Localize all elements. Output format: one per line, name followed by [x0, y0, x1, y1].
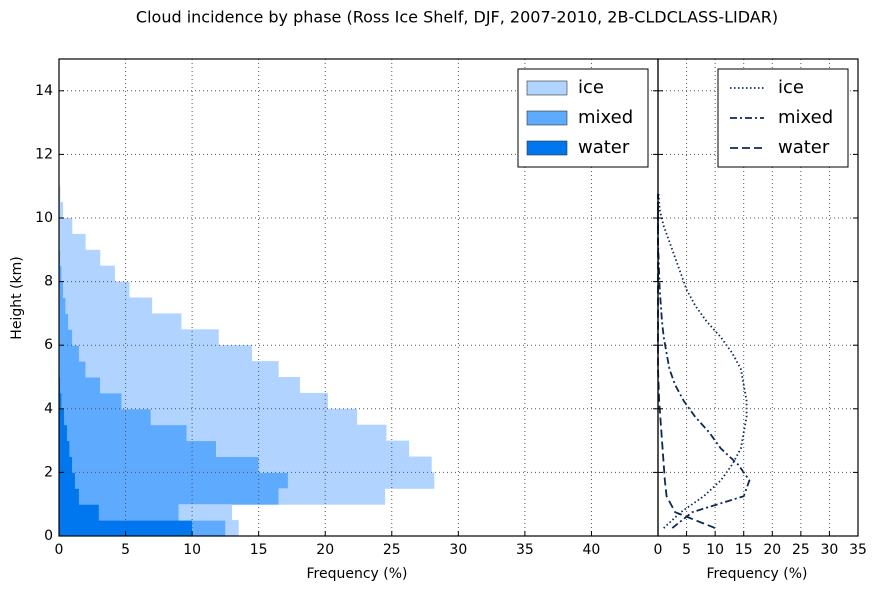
- area-step: [74, 472, 288, 489]
- x-tick-label: 15: [250, 542, 268, 558]
- area-step: [64, 408, 151, 426]
- x-tick-label: 25: [792, 542, 810, 558]
- area-step: [59, 440, 70, 457]
- area-step: [178, 504, 233, 521]
- x-tick-label: 10: [706, 542, 724, 558]
- area-step: [59, 233, 86, 251]
- x-tick-label: 35: [516, 542, 534, 558]
- legend-box: [717, 68, 849, 168]
- area-step: [72, 329, 219, 346]
- area-step: [225, 520, 239, 537]
- chart-title: Cloud incidence by phase (Ross Ice Shelf…: [136, 8, 778, 27]
- x-tick-label: 0: [55, 542, 64, 558]
- area-step: [59, 281, 63, 298]
- legend-label: mixed: [578, 107, 633, 128]
- profile-line: [657, 194, 751, 529]
- area-step: [68, 313, 182, 330]
- area-step: [59, 218, 73, 235]
- area-step: [60, 377, 101, 394]
- area-step: [59, 202, 63, 219]
- area-step: [287, 472, 435, 489]
- area-step: [216, 440, 410, 457]
- legend-swatch: [526, 140, 568, 156]
- x-tick-label: 35: [849, 542, 867, 558]
- area-step: [59, 472, 75, 489]
- plot-frame: [657, 58, 859, 537]
- area-step: [121, 392, 328, 410]
- area-step: [59, 377, 61, 394]
- y-tick-label: 2: [44, 464, 53, 480]
- y-tick-label: 4: [44, 401, 53, 417]
- legend-swatch: [526, 110, 568, 126]
- area-step: [78, 488, 279, 505]
- x-tick-label: 5: [121, 542, 130, 558]
- area-step: [98, 504, 179, 521]
- area-step: [72, 456, 259, 473]
- area-step: [100, 377, 300, 394]
- x-tick-label: 5: [682, 542, 691, 558]
- plot-area: [59, 186, 435, 537]
- y-tick-label: 10: [35, 210, 53, 226]
- area-step: [61, 265, 115, 283]
- area-step: [59, 488, 79, 505]
- y-tick-label: 8: [44, 274, 53, 290]
- area-step: [59, 265, 62, 283]
- x-tick-label: 0: [654, 542, 663, 558]
- legend-label: mixed: [778, 107, 833, 128]
- area-step: [59, 408, 65, 426]
- x-tick-label: 30: [449, 542, 467, 558]
- legend-label: ice: [778, 77, 804, 98]
- area-step: [59, 361, 86, 378]
- legend-swatch: [526, 80, 568, 96]
- area-step: [59, 520, 193, 537]
- x-tick-label: 30: [821, 542, 839, 558]
- legend-label: water: [578, 137, 630, 158]
- area-step: [59, 186, 61, 203]
- area-step: [186, 424, 387, 442]
- area-step: [59, 424, 67, 442]
- area-step: [60, 249, 101, 267]
- area-step: [85, 361, 279, 378]
- y-tick-label: 12: [35, 146, 53, 162]
- x-axis-label: Frequency (%): [306, 566, 407, 582]
- area-step: [69, 440, 217, 457]
- area-step: [150, 408, 358, 426]
- y-tick-label: 6: [44, 337, 53, 353]
- x-tick-label: 15: [735, 542, 753, 558]
- legend-label: water: [778, 137, 830, 158]
- x-tick-label: 25: [383, 542, 401, 558]
- area-step: [62, 281, 130, 298]
- x-tick-label: 10: [183, 542, 201, 558]
- area-step: [278, 488, 386, 505]
- x-tick-label: 40: [583, 542, 601, 558]
- area-step: [78, 345, 253, 362]
- x-axis-label: Frequency (%): [706, 566, 807, 582]
- x-tick-label: 20: [763, 542, 781, 558]
- y-tick-label: 14: [35, 83, 53, 99]
- area-step: [61, 392, 122, 410]
- area-step: [59, 329, 73, 346]
- area-step: [59, 249, 61, 267]
- area-step: [59, 313, 69, 330]
- area-step: [59, 297, 66, 314]
- legend-label: ice: [578, 77, 604, 98]
- y-tick-label: 0: [44, 528, 53, 544]
- area-step: [59, 456, 73, 473]
- area-step: [258, 456, 432, 473]
- area-step: [65, 297, 153, 314]
- y-axis-label: Height (km): [9, 256, 25, 339]
- area-step: [59, 504, 99, 521]
- area-step: [59, 345, 79, 362]
- x-tick-label: 20: [316, 542, 334, 558]
- area-step: [192, 520, 226, 537]
- area-step: [66, 424, 187, 442]
- area-step: [59, 392, 62, 410]
